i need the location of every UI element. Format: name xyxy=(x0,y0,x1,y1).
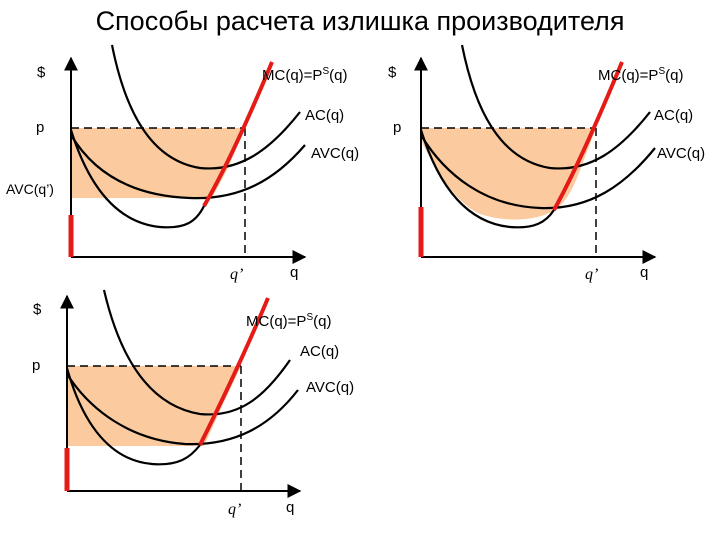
ac-curve xyxy=(110,44,301,170)
avc-label: AVC(q) xyxy=(311,145,359,162)
x-axis-label: q xyxy=(286,499,294,516)
mc-label: MC(q)=PS(q) xyxy=(246,312,331,330)
y-axis-label: $ xyxy=(37,64,46,81)
price-label: p xyxy=(393,119,401,136)
panel-top-right: $ q p q’ MC(q)=PS(q) AC(q) AVC(q) xyxy=(388,44,705,283)
qprime-label: q’ xyxy=(585,266,598,283)
ac-label: AC(q) xyxy=(300,343,339,360)
price-label: p xyxy=(36,119,44,136)
ac-curve xyxy=(460,44,651,170)
x-axis-label: q xyxy=(640,264,648,281)
mc-label: MC(q)=PS(q) xyxy=(598,66,683,84)
mc-supply-curve xyxy=(202,61,274,208)
x-axis-label: q xyxy=(290,264,298,281)
mc-supply-curve xyxy=(198,297,270,446)
panel-bottom-left: $ q p q’ MC(q)=PS(q) AC(q) AVC(q) xyxy=(32,289,354,518)
avc-curve xyxy=(66,373,299,446)
qprime-label: q’ xyxy=(228,501,241,518)
avc-label: AVC(q) xyxy=(657,145,705,162)
ac-label: AC(q) xyxy=(654,107,693,124)
mc-curve-lower xyxy=(69,129,205,229)
price-label: p xyxy=(32,357,40,374)
surplus-area xyxy=(67,366,241,446)
panel-top-left: $ q p q’ MC(q)=PS(q) AC(q) AVC(q) AVC(q’… xyxy=(6,44,359,283)
surplus-area xyxy=(421,128,596,220)
mc-curve-lower xyxy=(65,367,201,466)
qprime-label: q’ xyxy=(230,266,243,283)
mc-label: MC(q)=PS(q) xyxy=(262,66,347,84)
y-axis-label: $ xyxy=(388,64,397,81)
y-axis-label: $ xyxy=(33,301,42,318)
mc-curve-lower xyxy=(419,129,555,229)
mc-supply-curve xyxy=(552,61,624,211)
page-title: Способы расчета излишка производителя xyxy=(95,6,625,36)
surplus-area xyxy=(71,128,245,198)
avc-min-label: AVC(q’) xyxy=(6,181,54,197)
avc-label: AVC(q) xyxy=(306,379,354,396)
ac-curve xyxy=(102,289,291,416)
avc-curve xyxy=(70,134,306,200)
ac-label: AC(q) xyxy=(305,107,344,124)
avc-curve xyxy=(420,134,656,210)
